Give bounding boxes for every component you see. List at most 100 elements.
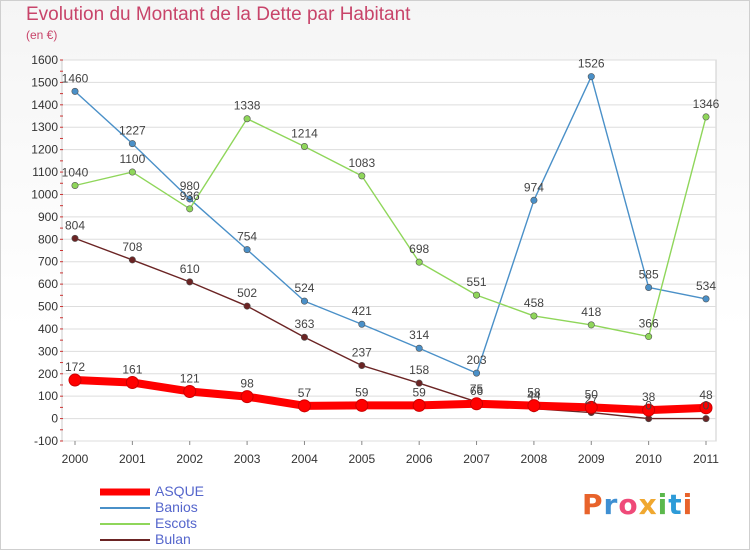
data-label-asque: 48 <box>699 388 713 402</box>
data-label-escots: 551 <box>467 275 487 289</box>
data-point-asque <box>584 400 598 414</box>
data-label-escots: 1040 <box>62 166 89 180</box>
data-point-banios <box>243 246 251 254</box>
data-point-escots <box>587 321 595 329</box>
data-point-bulan <box>702 415 710 423</box>
data-point-escots <box>702 113 710 121</box>
y-tick-label: 1300 <box>31 120 58 134</box>
data-point-escots <box>358 172 366 180</box>
y-tick-label: 700 <box>38 255 58 269</box>
data-label-banios: 980 <box>180 179 200 193</box>
data-label-bulan: 708 <box>122 240 142 254</box>
x-tick-label: 2003 <box>234 452 261 466</box>
data-label-bulan: 0 <box>645 399 652 413</box>
data-label-banios: 1526 <box>578 57 605 71</box>
data-label-bulan: 237 <box>352 345 372 359</box>
x-tick-label: 2000 <box>62 452 89 466</box>
data-point-escots <box>415 258 423 266</box>
x-tick-label: 2010 <box>635 452 662 466</box>
y-tick-label: 400 <box>38 322 58 336</box>
x-tick-label: 2004 <box>291 452 318 466</box>
legend-label-bulan: Bulan <box>155 531 191 547</box>
data-label-banios: 585 <box>639 267 659 281</box>
y-tick-label: 200 <box>38 367 58 381</box>
data-label-banios: 1227 <box>119 124 146 138</box>
data-label-banios: 524 <box>294 281 314 295</box>
x-tick-label: 2011 <box>693 452 719 466</box>
data-point-escots <box>473 291 481 299</box>
data-label-bulan: 44 <box>527 389 541 403</box>
y-tick-label: 100 <box>38 389 58 403</box>
data-point-banios <box>71 87 79 95</box>
data-point-bulan <box>128 256 136 264</box>
y-tick-label: -100 <box>34 434 58 448</box>
data-point-banios <box>530 196 538 204</box>
data-point-bulan <box>71 234 79 242</box>
legend-label-banios: Banios <box>155 499 198 515</box>
y-tick-label: 1200 <box>31 143 58 157</box>
y-tick-label: 1100 <box>32 165 58 179</box>
data-label-asque: 121 <box>180 371 200 385</box>
data-point-bulan <box>186 278 194 286</box>
data-point-asque <box>527 399 541 413</box>
data-point-banios <box>587 73 595 81</box>
data-label-escots: 1338 <box>234 99 261 113</box>
series-line-escots <box>74 116 707 338</box>
data-label-bulan: 75 <box>470 382 484 396</box>
data-point-escots <box>530 312 538 320</box>
data-point-bulan <box>243 302 251 310</box>
data-point-banios <box>473 369 481 377</box>
y-tick-label: 1400 <box>31 98 58 112</box>
data-label-escots: 1214 <box>291 127 318 141</box>
data-label-asque: 66 <box>470 384 484 398</box>
data-label-asque: 59 <box>413 385 427 399</box>
series-line-bulan <box>74 237 707 420</box>
data-label-banios: 1460 <box>62 71 89 85</box>
data-point-asque <box>68 373 82 387</box>
data-point-bulan <box>300 333 308 341</box>
data-point-banios <box>358 320 366 328</box>
y-tick-label: 1600 <box>31 53 58 67</box>
data-label-asque: 98 <box>240 377 254 391</box>
data-label-asque: 59 <box>355 385 369 399</box>
data-point-banios <box>645 283 653 291</box>
data-point-asque <box>355 398 369 412</box>
x-tick-label: 2002 <box>176 452 203 466</box>
x-tick-label: 2005 <box>348 452 375 466</box>
data-point-escots <box>645 333 653 341</box>
y-tick-label: 600 <box>38 277 58 291</box>
data-point-asque <box>240 390 254 404</box>
data-point-escots <box>71 182 79 190</box>
data-label-bulan: 610 <box>180 262 200 276</box>
data-label-bulan: 363 <box>294 317 314 331</box>
data-point-escots <box>243 115 251 123</box>
series-line-asque <box>71 376 710 415</box>
data-point-escots <box>300 143 308 151</box>
y-tick-label: 0 <box>51 412 58 426</box>
data-point-asque <box>699 401 713 415</box>
data-label-banios: 421 <box>352 304 372 318</box>
data-point-asque <box>412 398 426 412</box>
data-label-banios: 314 <box>409 328 429 342</box>
data-label-banios: 534 <box>696 279 716 293</box>
data-point-asque <box>297 399 311 413</box>
data-label-escots: 936 <box>180 189 200 203</box>
y-tick-label: 500 <box>38 300 58 314</box>
data-point-asque <box>183 384 197 398</box>
proxiti-logo: Proxiti <box>582 488 694 521</box>
data-point-asque <box>642 403 656 417</box>
data-label-bulan: 158 <box>409 363 429 377</box>
chart-unit: (en €) <box>26 28 58 42</box>
data-point-bulan <box>358 361 366 369</box>
y-tick-label: 1000 <box>31 187 58 201</box>
data-label-escots: 1100 <box>119 152 145 166</box>
data-label-asque: 58 <box>527 386 541 400</box>
x-tick-label: 2008 <box>521 452 548 466</box>
data-label-escots: 458 <box>524 296 544 310</box>
legend-label-asque: ASQUE <box>155 483 205 499</box>
x-tick-label: 2007 <box>463 452 490 466</box>
data-point-asque <box>470 397 484 411</box>
data-label-banios: 974 <box>524 180 544 194</box>
chart-title: Evolution du Montant de la Dette par Hab… <box>26 4 411 25</box>
